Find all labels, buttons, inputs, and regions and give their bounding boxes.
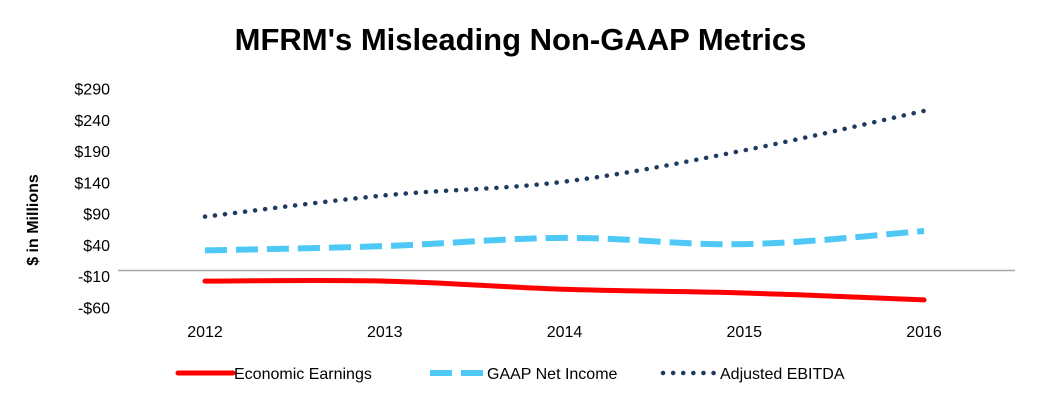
series-line-economic-earnings [202, 277, 927, 303]
x-tick-label: 2012 [187, 324, 223, 341]
y-tick-label: $240 [74, 113, 110, 130]
chart-title: MFRM's Misleading Non-GAAP Metrics [234, 22, 807, 57]
y-tick-label: $90 [83, 207, 110, 224]
y-axis-label: $ in Millions [25, 174, 42, 266]
y-tick-label: $190 [74, 144, 110, 161]
y-tick-label: -$60 [78, 301, 110, 318]
legend-label-adjusted-ebitda: Adjusted EBITDA [720, 366, 845, 383]
x-tick-label: 2016 [906, 324, 942, 341]
y-tick-label: -$10 [78, 269, 110, 286]
x-axis: 2012 2013 2014 2015 2016 [187, 324, 942, 341]
x-tick-label: 2013 [367, 324, 403, 341]
y-tick-label: $40 [83, 238, 110, 255]
legend: Economic Earnings GAAP Net Income Adjusted… [175, 366, 845, 383]
y-tick-label: $140 [74, 175, 110, 192]
x-tick-label: 2015 [726, 324, 762, 341]
legend-label-economic-earnings: Economic Earnings [234, 366, 372, 383]
y-axis: -$60 -$10 $40 $90 $140 $190 $240 $290 [74, 82, 110, 318]
x-tick-label: 2014 [547, 324, 583, 341]
series-layer [202, 108, 927, 303]
legend-label-gaap-net-income: GAAP Net Income [487, 366, 618, 383]
y-tick-label: $290 [74, 82, 110, 99]
series-line-gaap-net-income [204, 228, 925, 254]
series-line-adjusted-ebitda [202, 108, 927, 219]
